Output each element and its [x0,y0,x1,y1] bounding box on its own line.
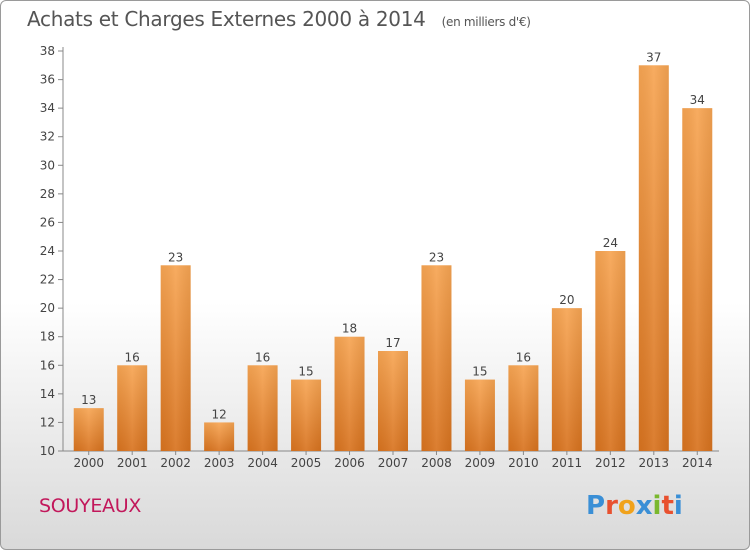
y-tick-label: 28 [40,187,55,201]
y-tick-label: 14 [40,387,55,401]
y-tick-label: 20 [40,301,55,315]
y-tick-label: 22 [40,273,55,287]
bar-value-label: 15 [298,365,313,379]
chart-subtitle: (en milliers d'€) [441,15,531,29]
bar-value-label: 13 [81,393,96,407]
x-tick-label: 2004 [247,456,278,470]
x-tick-label: 2005 [291,456,322,470]
x-tick-label: 2006 [334,456,365,470]
logo-letter: P [586,491,606,521]
x-tick-label: 2012 [595,456,626,470]
bar-value-label: 18 [342,322,357,336]
bar-shade [638,65,669,452]
axes: 10 12 14 16 18 20 22 24 26 28 30 32 34 36 38 2000 2001 20… [40,44,719,470]
bar-shade [421,265,452,451]
x-tick-label: 2009 [465,456,496,470]
y-tick-label: 26 [40,215,55,229]
chart-title-text: Achats et Charges Externes 2000 à 2014 [27,7,426,31]
logo-letter: t [661,491,674,521]
x-tick-label: 2008 [421,456,452,470]
logo-letter: i [673,491,683,521]
y-tick-label: 32 [40,130,55,144]
y-tick-label: 38 [40,44,55,58]
bar-shade [682,108,713,452]
bar-value-label: 15 [472,365,487,379]
bar-shade [551,308,582,451]
commune-name: SOUYEAUX [39,495,142,517]
bar-shade [464,379,495,451]
bar-value-label: 34 [690,93,705,107]
bar-shade [508,365,539,451]
bar-shade [291,379,322,451]
bar-shade [247,365,278,451]
x-tick-label: 2014 [682,456,713,470]
bar-shade [160,265,191,451]
x-tick-label: 2002 [160,456,191,470]
bar-value-label: 37 [646,50,661,64]
logo-letter: x [635,491,653,521]
x-tick-label: 2011 [552,456,583,470]
bar-value-label: 20 [559,293,574,307]
bar-shade [73,408,104,451]
y-tick-label: 36 [40,73,55,87]
x-tick-label: 2007 [378,456,409,470]
y-tick-label: 12 [40,415,55,429]
bar-value-label: 23 [168,250,183,264]
bar-shade [334,336,365,451]
y-tick-label: 16 [40,358,55,372]
x-tick-label: 2001 [117,456,148,470]
bar-value-label: 16 [125,350,140,364]
x-tick-label: 2000 [73,456,104,470]
bar-shade [595,251,626,451]
bar-value-label: 16 [516,350,531,364]
proxiti-logo: Proxiti [586,491,683,521]
y-tick-label: 18 [40,330,55,344]
bar-shade [204,422,235,451]
logo-letter: i [652,491,662,521]
bar-value-label: 17 [385,336,400,350]
bar-value-label: 23 [429,250,444,264]
y-tick-label: 10 [40,444,55,458]
x-tick-label: 2010 [508,456,539,470]
y-tick-label: 24 [40,244,55,258]
logo-letter: o [617,491,636,521]
bar-shade [378,351,408,451]
logo-letter: r [605,491,618,521]
y-tick-label: 30 [40,158,55,172]
bar-value-label: 16 [255,350,270,364]
bar-value-label: 24 [603,236,618,250]
x-tick-label: 2003 [204,456,235,470]
bars: 13 16 23 12 16 15 18 17 23 15 16 20 24 37 34 [73,50,713,452]
chart-title: Achats et Charges Externes 2000 à 2014 (… [27,7,531,31]
y-tick-label: 34 [40,101,55,115]
bar-value-label: 12 [211,407,226,421]
x-tick-label: 2013 [639,456,670,470]
bar-shade [117,365,148,451]
